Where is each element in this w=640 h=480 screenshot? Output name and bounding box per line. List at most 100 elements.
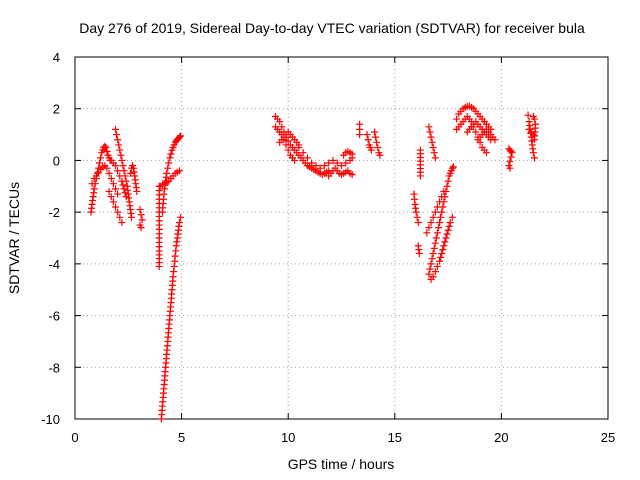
data-point bbox=[438, 193, 446, 201]
data-point bbox=[446, 218, 454, 226]
series-arc-11 bbox=[156, 167, 183, 190]
series-arc-27 bbox=[423, 187, 448, 237]
data-point bbox=[430, 149, 438, 157]
series-arc-10 bbox=[158, 132, 185, 216]
data-point bbox=[415, 250, 423, 258]
data-point bbox=[373, 138, 381, 146]
data-point bbox=[291, 156, 299, 164]
data-point bbox=[177, 132, 185, 140]
y-tick-label: -6 bbox=[48, 309, 60, 324]
data-point bbox=[449, 163, 457, 171]
data-point bbox=[438, 208, 446, 216]
data-point bbox=[126, 169, 134, 177]
data-point bbox=[436, 218, 444, 226]
data-point bbox=[412, 208, 420, 216]
data-point bbox=[430, 244, 438, 252]
data-point bbox=[92, 172, 100, 180]
data-point bbox=[103, 147, 111, 155]
data-point bbox=[101, 142, 109, 150]
data-point bbox=[175, 133, 183, 141]
data-point bbox=[137, 224, 145, 232]
data-point bbox=[107, 175, 115, 183]
data-point bbox=[443, 182, 451, 190]
data-point bbox=[524, 111, 532, 119]
plot-frame bbox=[74, 56, 609, 420]
data-point bbox=[429, 273, 437, 281]
x-tick-label: 0 bbox=[71, 430, 78, 445]
data-point bbox=[303, 154, 311, 162]
series-arc-32 bbox=[505, 145, 516, 172]
data-point bbox=[138, 216, 146, 224]
data-point bbox=[348, 150, 356, 158]
series-arc-22 bbox=[414, 242, 423, 258]
y-tick-label: 0 bbox=[53, 153, 60, 168]
data-point bbox=[88, 180, 96, 188]
series-arc-18 bbox=[356, 120, 364, 139]
data-point bbox=[530, 154, 538, 162]
data-point bbox=[320, 162, 328, 170]
data-point bbox=[103, 164, 111, 172]
data-point bbox=[429, 250, 437, 258]
data-point bbox=[431, 154, 439, 162]
series-arc-20 bbox=[371, 128, 384, 159]
series-arc-17 bbox=[340, 147, 356, 159]
data-point bbox=[443, 230, 451, 238]
data-point bbox=[413, 213, 421, 221]
data-point bbox=[472, 128, 480, 136]
data-point bbox=[114, 167, 122, 175]
chart-title: Day 276 of 2019, Sidereal Day-to-day VTE… bbox=[79, 20, 585, 36]
data-point bbox=[333, 159, 341, 167]
data-point bbox=[507, 153, 515, 161]
series-arc-31 bbox=[474, 125, 499, 144]
data-point bbox=[114, 208, 122, 216]
data-point bbox=[427, 133, 435, 141]
data-point bbox=[105, 169, 113, 177]
data-point bbox=[448, 213, 456, 221]
data-point bbox=[116, 213, 124, 221]
data-point bbox=[506, 157, 514, 165]
x-tick-label: 10 bbox=[281, 430, 295, 445]
data-point bbox=[439, 246, 447, 254]
data-point bbox=[137, 211, 145, 219]
data-point bbox=[308, 159, 316, 167]
data-point bbox=[440, 242, 448, 250]
data-point bbox=[120, 167, 128, 175]
data-point bbox=[112, 185, 120, 193]
data-point bbox=[367, 146, 375, 154]
series-arc-4 bbox=[112, 125, 135, 221]
data-point bbox=[136, 206, 144, 214]
data-point bbox=[177, 213, 185, 221]
data-point bbox=[491, 136, 499, 144]
data-point bbox=[436, 198, 444, 206]
data-point bbox=[426, 128, 434, 136]
data-point bbox=[442, 234, 450, 242]
data-point bbox=[425, 270, 433, 278]
data-point bbox=[372, 133, 380, 141]
y-tick-label: 4 bbox=[53, 50, 60, 65]
data-point bbox=[295, 144, 303, 151]
data-point bbox=[329, 156, 337, 164]
series-arc-14 bbox=[276, 128, 303, 149]
data-point bbox=[115, 141, 123, 149]
data-point bbox=[119, 181, 127, 189]
data-point bbox=[175, 167, 183, 175]
data-point bbox=[444, 226, 452, 234]
data-point bbox=[109, 180, 117, 188]
data-point bbox=[433, 203, 441, 211]
data-point bbox=[448, 164, 456, 172]
data-point bbox=[428, 255, 436, 263]
data-point bbox=[122, 193, 130, 201]
data-point bbox=[506, 164, 514, 172]
data-point bbox=[433, 262, 441, 270]
data-point bbox=[437, 213, 445, 221]
data-point bbox=[114, 136, 122, 144]
data-point bbox=[97, 154, 105, 162]
data-point bbox=[363, 131, 371, 139]
data-point bbox=[441, 238, 449, 246]
data-point bbox=[374, 144, 382, 151]
series-arc-16 bbox=[325, 164, 356, 180]
data-point bbox=[435, 224, 443, 232]
data-point bbox=[532, 120, 540, 128]
data-point bbox=[438, 250, 446, 258]
data-point bbox=[529, 149, 537, 157]
